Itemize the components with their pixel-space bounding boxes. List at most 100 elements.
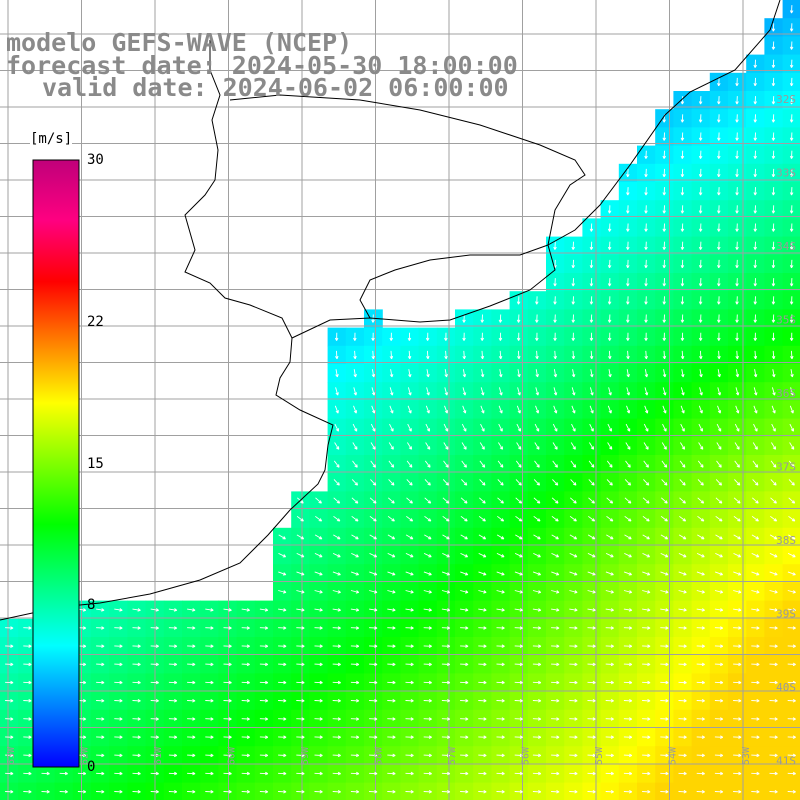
- wind-arrow: [735, 314, 739, 323]
- wind-arrow: [680, 96, 685, 105]
- wind-arrow: [698, 114, 703, 123]
- wind-arrow: [389, 332, 393, 341]
- wind-arrow: [789, 59, 794, 68]
- wind-arrow: [717, 259, 721, 269]
- wind-arrow: [589, 278, 594, 287]
- wind-arrow: [789, 114, 794, 123]
- wind-arrow: [662, 259, 666, 269]
- wind-arrow: [517, 350, 521, 360]
- wind-arrow: [626, 296, 630, 305]
- wind-arrow: [662, 150, 666, 159]
- wind-arrow: [462, 350, 466, 360]
- wind-arrow: [553, 278, 557, 287]
- wind-arrow: [626, 205, 630, 214]
- wind-arrows: [5, 5, 796, 794]
- wind-arrow: [644, 241, 648, 250]
- wind-arrow: [717, 114, 721, 123]
- wind-cell: [782, 400, 800, 420]
- wind-arrow: [425, 332, 430, 341]
- wind-arrow: [735, 223, 739, 232]
- wind-arrow: [771, 314, 776, 323]
- wind-arrow: [426, 350, 430, 360]
- wind-arrow: [644, 187, 648, 196]
- wind-arrow: [717, 150, 721, 159]
- wind-arrow: [626, 259, 630, 269]
- wind-arrow: [444, 332, 448, 341]
- wind-arrow: [516, 332, 521, 341]
- colorbar-tick-label: 0: [87, 759, 96, 775]
- wind-arrow: [717, 241, 721, 250]
- wind-arrow: [662, 132, 666, 141]
- wind-arrow: [662, 223, 666, 232]
- wind-arrow: [753, 278, 757, 287]
- wind-arrow: [644, 150, 648, 159]
- wind-arrow: [626, 332, 630, 341]
- wind-arrow: [717, 205, 721, 214]
- wind-arrow: [589, 223, 594, 232]
- wind-arrow: [680, 259, 685, 269]
- wind-arrow: [571, 278, 575, 287]
- wind-cell: [782, 527, 800, 547]
- wind-arrow: [516, 296, 521, 305]
- wind-arrow: [680, 296, 685, 305]
- wind-arrow: [498, 350, 503, 360]
- wind-arrow: [662, 205, 666, 214]
- wind-arrow: [680, 150, 685, 159]
- colorbar-tick-label: 8: [87, 597, 96, 614]
- wind-arrow: [735, 168, 739, 178]
- wind-arrow: [535, 332, 539, 341]
- wind-arrow: [535, 350, 539, 360]
- wind-arrow: [735, 278, 739, 287]
- wind-arrow: [735, 150, 739, 159]
- wind-arrow: [680, 332, 685, 341]
- wind-arrow: [607, 296, 612, 305]
- wind-arrow: [680, 314, 685, 323]
- wind-arrow: [608, 350, 612, 360]
- wind-arrow: [698, 223, 703, 232]
- wind-arrow: [753, 205, 757, 214]
- wind-arrow: [680, 168, 685, 178]
- wind-arrow: [607, 259, 612, 269]
- wind-arrow: [735, 259, 739, 269]
- wind-arrow: [753, 296, 757, 305]
- wind-arrow: [589, 314, 594, 323]
- wind-arrow: [753, 314, 757, 323]
- wind-arrow: [753, 96, 757, 105]
- wind-arrow: [771, 296, 776, 305]
- wind-arrow: [334, 332, 339, 341]
- wind-arrow: [607, 241, 612, 250]
- wind-cell: [782, 418, 800, 438]
- wind-arrow: [771, 241, 776, 250]
- wind-arrow: [789, 77, 794, 87]
- wind-arrow: [626, 223, 630, 232]
- wind-arrow: [753, 114, 757, 123]
- wind-arrow: [662, 314, 666, 323]
- wind-arrow: [735, 187, 739, 196]
- wind-arrow: [789, 259, 794, 269]
- wind-arrow: [698, 187, 703, 196]
- wind-cell: [782, 382, 800, 401]
- wind-arrow: [717, 223, 721, 232]
- wind-arrow: [771, 41, 776, 50]
- wind-arrow: [607, 314, 612, 323]
- wind-arrow: [753, 241, 757, 250]
- wind-arrow: [698, 278, 703, 287]
- wind-arrow: [680, 241, 685, 250]
- wind-arrow: [680, 223, 685, 232]
- wind-arrow: [717, 314, 721, 323]
- wind-arrow: [680, 114, 685, 123]
- wind-arrow: [698, 205, 703, 214]
- wind-cell: [782, 509, 800, 529]
- wind-arrow: [371, 350, 375, 360]
- wind-arrow: [789, 23, 794, 32]
- wind-arrow: [644, 332, 648, 341]
- wind-arrow: [662, 332, 666, 341]
- wind-arrow: [571, 314, 575, 323]
- wind-arrow: [607, 332, 612, 341]
- wind-arrow: [535, 314, 539, 323]
- wind-arrow: [571, 296, 575, 305]
- wind-cell: [782, 473, 800, 492]
- wind-arrow: [717, 296, 721, 305]
- wind-arrow: [771, 223, 776, 232]
